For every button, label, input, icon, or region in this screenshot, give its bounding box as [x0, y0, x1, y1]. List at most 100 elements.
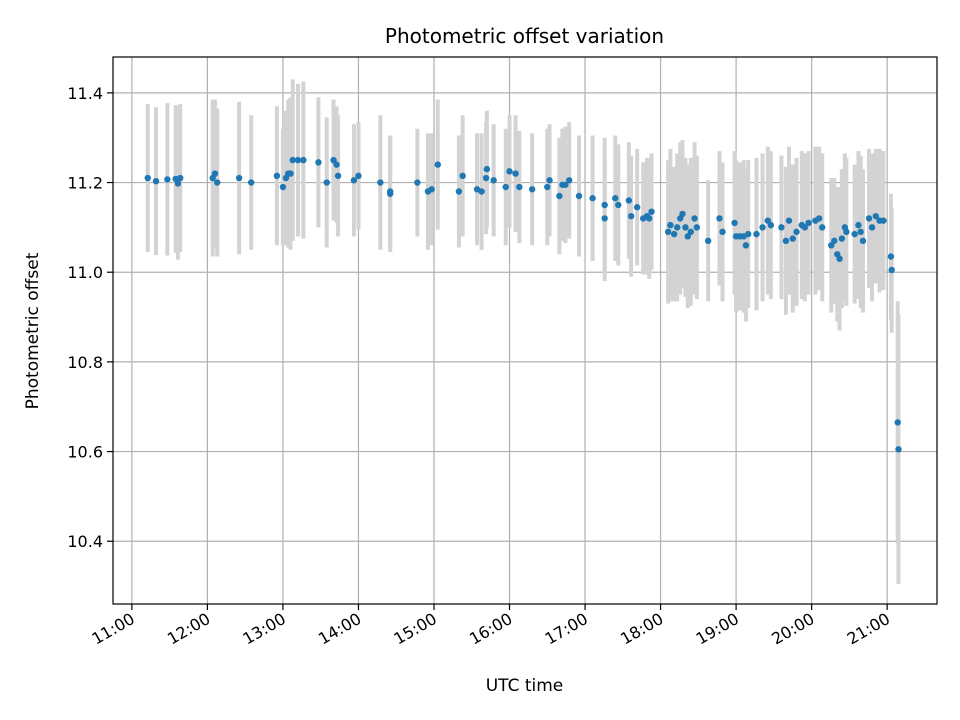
data-point	[528, 186, 536, 193]
data-point	[868, 224, 876, 231]
data-point	[490, 177, 497, 184]
data-point	[334, 172, 342, 180]
data-point	[859, 237, 867, 245]
data-point	[744, 230, 752, 238]
data-point	[670, 230, 678, 238]
data-point	[704, 237, 712, 245]
x-tick-label: 20:00	[768, 609, 817, 649]
data-point	[815, 215, 823, 222]
data-point	[805, 219, 812, 227]
x-axis-ticks: 11:00 12:00 13:00 14:00 15:00 16:00 17:00 18:00…	[88, 604, 893, 649]
data-point	[377, 179, 384, 186]
data-point	[682, 224, 689, 231]
data-point	[691, 215, 698, 222]
data-point	[589, 195, 596, 202]
x-tick-label: 21:00	[844, 609, 893, 649]
data-point	[414, 179, 421, 186]
data-point	[831, 237, 838, 245]
plot-area-frame	[112, 56, 938, 605]
x-tick-label: 15:00	[391, 609, 440, 649]
x-tick-label: 18:00	[617, 609, 666, 649]
data-point	[633, 204, 641, 211]
y-axis-ticks: 10.4 10.6 10.8 11.0 11.2 11.4	[67, 84, 113, 551]
data-point	[516, 183, 523, 191]
data-point	[818, 224, 826, 231]
data-point	[152, 177, 160, 185]
data-point	[506, 168, 513, 175]
data-point	[459, 172, 466, 180]
data-point	[612, 195, 619, 202]
data-point	[838, 235, 846, 242]
data-point	[851, 230, 858, 238]
data-point	[785, 217, 793, 224]
x-axis-title: UTC time	[486, 676, 564, 696]
data-point	[323, 179, 330, 186]
data-point	[716, 215, 723, 222]
data-point	[782, 237, 790, 245]
data-point	[512, 170, 519, 177]
data-point	[793, 228, 800, 236]
data-point	[778, 224, 785, 231]
data-point	[544, 183, 551, 191]
chart-title: Photometric offset variation	[385, 24, 664, 48]
data-point	[789, 235, 796, 242]
data-point	[836, 255, 843, 262]
data-point	[857, 228, 864, 236]
data-point	[843, 228, 850, 236]
data-point	[144, 174, 151, 182]
data-point	[742, 242, 750, 249]
data-point	[315, 159, 322, 166]
data-point	[502, 183, 509, 191]
x-tick-label: 12:00	[164, 609, 213, 649]
data-point	[646, 215, 653, 222]
y-tick-label: 11.4	[67, 84, 103, 103]
errorbar-layer	[145, 79, 901, 584]
data-point	[279, 183, 287, 191]
data-point	[625, 197, 633, 204]
data-point	[627, 212, 635, 220]
x-tick-label: 13:00	[240, 609, 289, 649]
x-tick-label: 14:00	[315, 609, 364, 649]
x-tick-label: 16:00	[466, 609, 515, 649]
data-point	[855, 221, 862, 229]
data-point	[330, 156, 337, 164]
data-point	[174, 180, 182, 187]
data-point	[679, 210, 686, 218]
data-point	[872, 212, 880, 220]
x-tick-label: 19:00	[693, 609, 742, 649]
data-point	[294, 156, 302, 164]
data-point	[687, 228, 694, 236]
data-point	[828, 242, 835, 249]
y-tick-label: 11.0	[67, 263, 103, 282]
data-point	[235, 174, 243, 182]
y-tick-label: 10.4	[67, 532, 103, 551]
data-point	[615, 201, 622, 209]
grid-layer	[113, 57, 937, 604]
data-point	[478, 188, 485, 195]
data-point	[601, 215, 608, 222]
data-point	[273, 172, 281, 180]
data-point	[333, 161, 340, 168]
y-tick-label: 10.8	[67, 353, 103, 372]
data-point	[880, 217, 887, 224]
data-point	[673, 224, 681, 231]
data-point	[482, 174, 490, 182]
data-point	[434, 161, 441, 168]
data-point	[887, 253, 895, 260]
data-point	[300, 156, 307, 164]
data-point	[455, 188, 463, 195]
data-point	[888, 266, 895, 274]
y-tick-label: 11.2	[67, 174, 103, 193]
data-point	[648, 208, 655, 215]
data-point	[214, 179, 221, 186]
x-tick-label: 11:00	[88, 609, 137, 649]
data-point	[731, 219, 738, 227]
data-point	[895, 446, 902, 453]
data-point	[248, 179, 255, 186]
data-point	[719, 228, 726, 236]
data-point	[664, 228, 672, 236]
data-point	[601, 201, 608, 209]
data-point	[767, 221, 775, 229]
data-point	[483, 165, 491, 173]
